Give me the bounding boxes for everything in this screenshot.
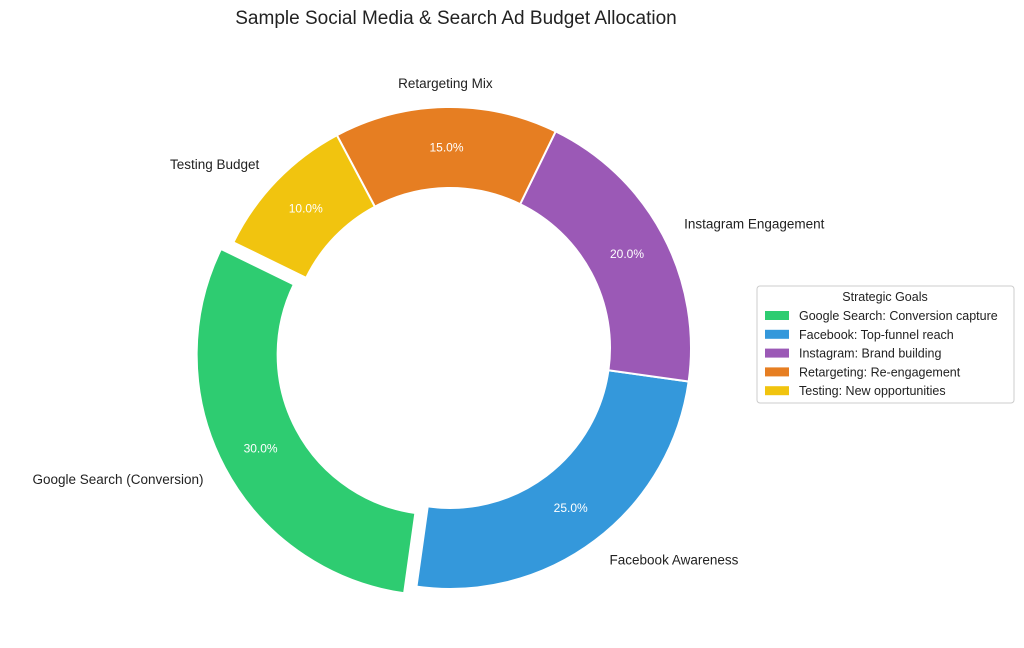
percent-label-4: 15.0% (429, 141, 463, 155)
chart-title: Sample Social Media & Search Ad Budget A… (235, 8, 677, 29)
legend-frame (756, 285, 1015, 404)
category-label-4: Retargeting Mix (398, 76, 493, 91)
donut-slice-3 (518, 130, 692, 383)
percent-labels: 30.0% 25.0% 20.0% 15.0% 10.0% (244, 141, 645, 516)
category-label-3: Instagram Engagement (684, 217, 825, 232)
legend-entry-3: Instagram: Brand building (799, 347, 941, 361)
legend-items: Google Search: Conversion capture Faceboo… (765, 309, 998, 398)
percent-label-5: 10.0% (289, 202, 323, 216)
legend-swatch-2 (765, 329, 789, 339)
legend-swatch-3 (765, 348, 789, 358)
percent-label-3: 20.0% (610, 247, 644, 261)
legend-entry-4: Retargeting: Re-engagement (799, 365, 961, 379)
donut-slice-4 (335, 106, 557, 209)
donut-slice-2 (415, 369, 690, 590)
donut-slice-5 (232, 133, 377, 280)
percent-label-2: 25.0% (554, 501, 588, 515)
legend-entry-2: Facebook: Top-funnel reach (799, 328, 954, 342)
legend-swatch-1 (765, 311, 789, 320)
legend-entry-1: Google Search: Conversion capture (799, 309, 998, 323)
legend: Strategic Goals Google Search: Conversio… (756, 285, 1015, 404)
donut-slice-1 (195, 247, 417, 595)
category-label-1: Google Search (Conversion) (32, 472, 203, 487)
category-label-5: Testing Budget (170, 157, 260, 172)
legend-entry-5: Testing: New opportunities (799, 384, 946, 398)
legend-swatch-4 (765, 367, 789, 377)
legend-title: Strategic Goals (842, 290, 927, 304)
category-labels: Google Search (Conversion) Facebook Aware… (32, 76, 824, 568)
donut-slices (195, 106, 692, 595)
category-label-2: Facebook Awareness (610, 553, 739, 568)
percent-label-1: 30.0% (244, 442, 278, 456)
legend-swatch-5 (765, 386, 789, 396)
